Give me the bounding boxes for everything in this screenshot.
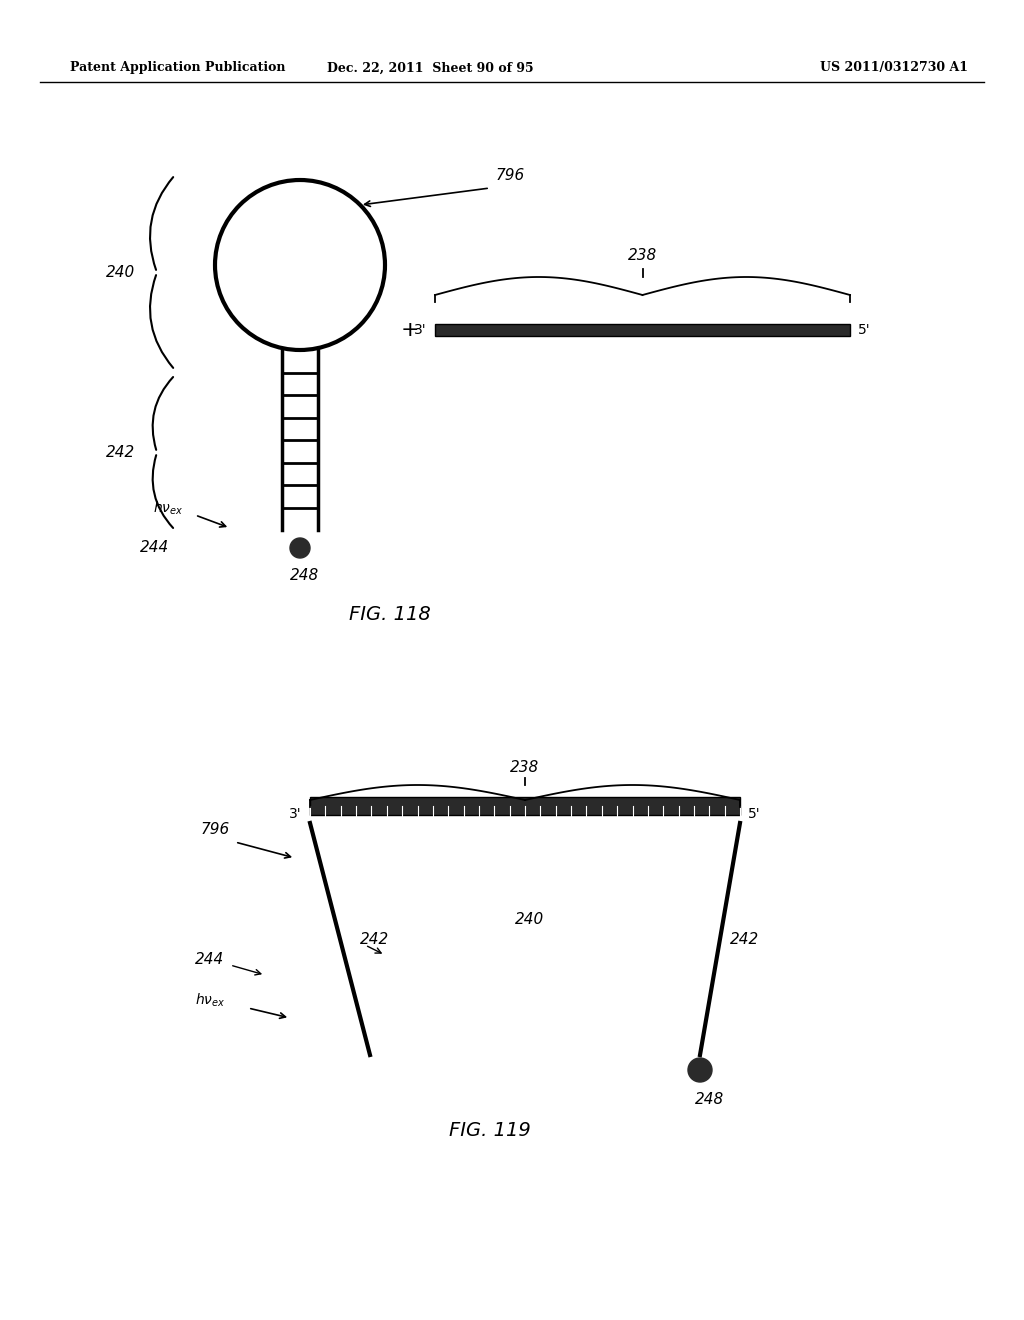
Text: 240: 240 xyxy=(515,912,545,928)
Text: 242: 242 xyxy=(105,445,135,459)
Text: +: + xyxy=(400,319,419,341)
Text: 3': 3' xyxy=(290,807,302,821)
Text: 5': 5' xyxy=(748,807,761,821)
FancyBboxPatch shape xyxy=(310,797,740,814)
Text: 3': 3' xyxy=(415,323,427,337)
Text: 248: 248 xyxy=(695,1093,725,1107)
Text: 248: 248 xyxy=(291,569,319,583)
Text: 240: 240 xyxy=(105,265,135,280)
Text: FIG. 119: FIG. 119 xyxy=(450,1121,530,1139)
Text: Dec. 22, 2011  Sheet 90 of 95: Dec. 22, 2011 Sheet 90 of 95 xyxy=(327,62,534,74)
Text: US 2011/0312730 A1: US 2011/0312730 A1 xyxy=(820,62,968,74)
Circle shape xyxy=(290,539,310,558)
Text: FIG. 118: FIG. 118 xyxy=(349,606,431,624)
Text: Patent Application Publication: Patent Application Publication xyxy=(70,62,286,74)
Text: 242: 242 xyxy=(360,932,389,948)
Circle shape xyxy=(688,1059,712,1082)
Text: 242: 242 xyxy=(730,932,759,948)
Text: 238: 238 xyxy=(510,759,540,775)
Text: 5': 5' xyxy=(858,323,870,337)
Text: 238: 238 xyxy=(628,248,657,263)
Text: 244: 244 xyxy=(196,953,224,968)
Text: $h\nu_{ex}$: $h\nu_{ex}$ xyxy=(195,991,225,1008)
Text: 796: 796 xyxy=(496,168,524,182)
Text: 244: 244 xyxy=(140,540,170,556)
Text: $h\nu_{ex}$: $h\nu_{ex}$ xyxy=(153,499,183,516)
Text: 796: 796 xyxy=(201,822,229,837)
FancyBboxPatch shape xyxy=(435,323,850,337)
